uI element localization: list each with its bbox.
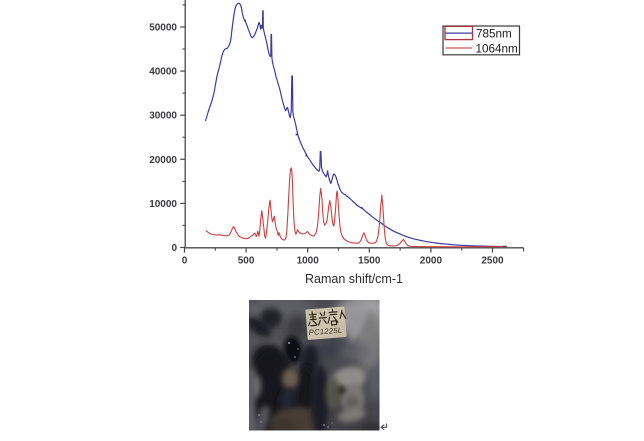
svg-text:20000: 20000: [149, 155, 177, 166]
svg-text:30000: 30000: [149, 111, 177, 122]
svg-text:0: 0: [171, 243, 177, 254]
svg-text:40000: 40000: [149, 67, 177, 78]
svg-text:50000: 50000: [149, 23, 177, 34]
svg-text:785nm: 785nm: [476, 28, 512, 41]
svg-text:2000: 2000: [420, 256, 443, 267]
svg-text:0: 0: [182, 256, 188, 267]
svg-text:Raman shift/cm-1: Raman shift/cm-1: [305, 272, 403, 286]
svg-text:PC1225L: PC1225L: [308, 326, 342, 338]
svg-text:10000: 10000: [149, 199, 177, 210]
svg-text:500: 500: [238, 256, 255, 267]
svg-text:1500: 1500: [358, 256, 381, 267]
svg-text:2500: 2500: [481, 256, 504, 267]
svg-text:1064nm: 1064nm: [476, 42, 518, 55]
svg-text:1000: 1000: [297, 256, 320, 267]
